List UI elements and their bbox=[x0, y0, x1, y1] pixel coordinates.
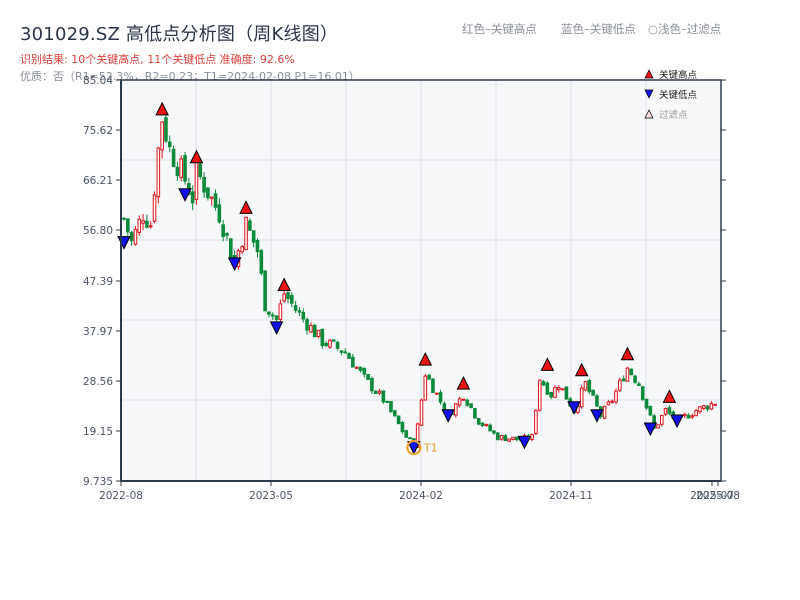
legend: 关键高点 关键低点 过滤点 bbox=[644, 64, 697, 124]
legend-item-high: 关键高点 bbox=[644, 64, 697, 84]
t1-ring bbox=[406, 439, 422, 456]
t1-label: T1 bbox=[423, 442, 438, 455]
legend-item-filtered: 过滤点 bbox=[644, 104, 697, 124]
key-high-marker bbox=[574, 362, 589, 377]
triangle-down-icon bbox=[644, 89, 654, 99]
key-low-marker bbox=[590, 409, 604, 423]
legend-item-low: 关键低点 bbox=[644, 84, 697, 104]
triangle-up-icon bbox=[644, 69, 654, 79]
key-low-marker bbox=[567, 401, 581, 415]
svg-text:56.80: 56.80 bbox=[83, 225, 113, 237]
axes: 9.735 19.15 28.56 37.97 47.39 56.80 66.21 75.62… bbox=[83, 75, 740, 502]
top-legend-light: ○浅色–过滤点 bbox=[648, 22, 722, 36]
key-low-marker bbox=[643, 422, 658, 437]
svg-text:2025-08: 2025-08 bbox=[696, 490, 740, 502]
svg-text:2025-07: 2025-07 bbox=[690, 490, 734, 502]
key-high-marker bbox=[155, 101, 169, 116]
triangle-outline-icon bbox=[644, 109, 654, 119]
key-high-marker bbox=[277, 277, 292, 292]
svg-text:47.39: 47.39 bbox=[83, 276, 113, 288]
svg-text:75.62: 75.62 bbox=[83, 125, 113, 137]
key-high-marker bbox=[540, 357, 555, 371]
svg-text:37.97: 37.97 bbox=[83, 326, 113, 338]
top-legend-blue: 蓝色–关键低点 bbox=[561, 22, 636, 36]
svg-text:2023-05: 2023-05 bbox=[249, 490, 293, 502]
chart-title: 301029.SZ 高低点分析图（周K线图） bbox=[20, 24, 339, 45]
svg-text:19.15: 19.15 bbox=[83, 426, 113, 438]
key-high-marker bbox=[418, 351, 433, 366]
key-high-marker bbox=[662, 389, 677, 403]
svg-text:2024-02: 2024-02 bbox=[399, 490, 443, 502]
svg-text:9.735: 9.735 bbox=[83, 476, 113, 488]
key-high-marker bbox=[456, 375, 471, 390]
key-low-marker bbox=[517, 435, 532, 450]
svg-text:28.56: 28.56 bbox=[83, 376, 113, 388]
result-summary: 识别结果: 10个关键高点, 11个关键低点 准确度: 92.6% bbox=[20, 53, 295, 66]
key-high-marker bbox=[620, 346, 635, 361]
svg-text:2022-08: 2022-08 bbox=[99, 490, 143, 502]
key-high-marker bbox=[239, 200, 253, 214]
key-low-marker bbox=[227, 257, 242, 272]
key-low-marker bbox=[441, 409, 456, 423]
key-high-marker bbox=[189, 149, 204, 164]
svg-text:66.21: 66.21 bbox=[83, 175, 113, 187]
svg-text:2024-11: 2024-11 bbox=[549, 490, 593, 502]
key-low-marker bbox=[670, 414, 684, 429]
key-low-marker bbox=[269, 321, 284, 335]
svg-text:85.04: 85.04 bbox=[83, 75, 113, 87]
top-legend-red: 红色–关键高点 bbox=[462, 22, 537, 36]
key-low-marker bbox=[178, 188, 192, 202]
